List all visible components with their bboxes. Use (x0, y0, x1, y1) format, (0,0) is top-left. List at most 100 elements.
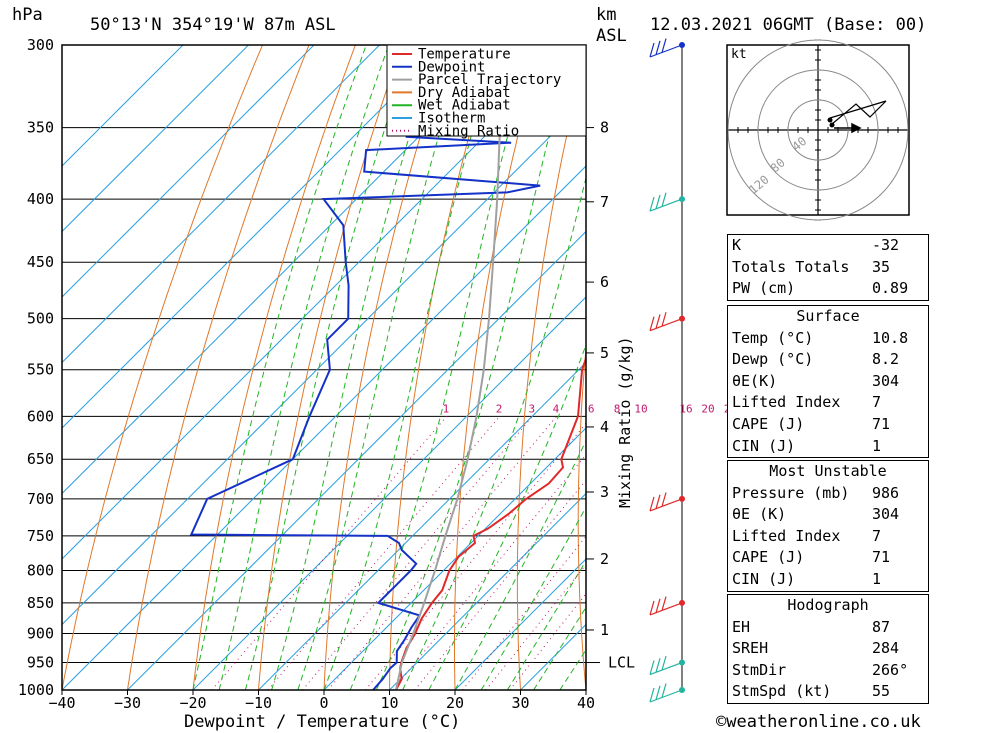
wind-barb-flag (649, 600, 655, 616)
temperature-tick-label: −10 (245, 694, 272, 712)
row-label: CAPE (J) (732, 548, 805, 567)
isotherm-line (389, 492, 586, 690)
dry-adiabat-line (637, 45, 680, 690)
row-label: Lifted Index (732, 393, 841, 412)
row-label: Dewp (°C) (732, 350, 814, 369)
wind-barb-flag (649, 196, 655, 212)
temperature-tick-label: 30 (511, 694, 529, 712)
row-value: 10.8 (872, 328, 909, 347)
table-row: SREH 284 (728, 638, 928, 660)
row-label: StmSpd (kt) (732, 682, 832, 701)
row-label: Temp (°C) (732, 328, 814, 347)
wind-barb-staff (649, 318, 683, 332)
legend-label: Dry Adiabat (418, 85, 511, 101)
table-row: CIN (J) 1 (728, 436, 928, 458)
x-axis-label: Dewpoint / Temperature (°C) (184, 712, 460, 732)
mixing-ratio-label: 16 (679, 402, 692, 415)
temperature-curve (395, 355, 586, 690)
mixing-ratio-line (327, 415, 557, 690)
mixing-ratio-line (302, 415, 533, 690)
wind-barb-flag (655, 658, 661, 673)
row-label: EH (732, 617, 751, 636)
table-row: K -32 (728, 235, 928, 257)
hodograph-unit: kt (731, 47, 747, 62)
chart-curves (189, 45, 586, 690)
temperature-tick-label: 20 (446, 694, 464, 712)
hodo-ring (787, 99, 849, 161)
credit: ©weatheronline.co.uk (716, 712, 921, 732)
wind-barb-flag (649, 687, 655, 703)
wind-barb-flag (661, 683, 667, 698)
wind-barb-staff (649, 689, 683, 703)
dry-adiabat-line (258, 45, 403, 690)
row-label: θE (K) (732, 505, 787, 524)
row-label: K (732, 236, 742, 254)
wet-adiabat-line (192, 45, 367, 690)
mixing-ratio-line (211, 415, 448, 690)
table-row: Totals Totals 35 (728, 257, 928, 279)
height-unit-label: km (596, 5, 616, 25)
table-title: Hodograph (787, 596, 869, 614)
hodo-ring (757, 69, 879, 191)
wind-barb-flag (661, 312, 667, 327)
table-row: CAPE (J) 71 (728, 547, 928, 569)
row-value: 71 (872, 548, 891, 567)
wet-adiabat-line (375, 45, 573, 690)
table-row: θE (K) 304 (728, 504, 928, 526)
wind-barb-flag (649, 42, 655, 58)
wet-adiabat-line (271, 45, 439, 690)
hodo-ring (727, 39, 909, 221)
isotherm-line (258, 361, 586, 690)
pressure-tick-label: 300 (27, 36, 54, 54)
temperature-tick-label: −20 (179, 694, 206, 712)
mixing-ratio-label: 8 (614, 402, 621, 415)
row-value: 1 (872, 569, 882, 588)
pressure-tick-label: 600 (27, 407, 54, 425)
pressure-tick-label: 900 (27, 625, 54, 643)
row-value: 304 (872, 371, 900, 390)
row-value: 8.2 (872, 350, 900, 369)
wind-barb-flag (649, 660, 655, 675)
mixing-ratio-label: 10 (634, 402, 647, 415)
pressure-tick-label: 350 (27, 119, 54, 137)
row-value: 0.89 (872, 279, 909, 298)
row-label: θE(K) (732, 371, 778, 390)
mixing-ratio-axis-label: Mixing Ratio (g/kg) (616, 336, 634, 508)
storm-motion-arrow (834, 122, 862, 134)
row-value: 87 (872, 617, 891, 636)
row-value: -32 (872, 236, 900, 254)
chart-axes: 3003504004505005506006507007508008509009… (18, 36, 635, 712)
row-label: StmDir (732, 660, 787, 679)
row-label: CIN (J) (732, 436, 796, 455)
isotherm-line (454, 558, 586, 690)
wet-adiabat-line (218, 45, 390, 690)
table-row: θE(K) 304 (728, 371, 928, 393)
wet-adiabat-line (402, 175, 586, 690)
wind-barb-staff (649, 602, 683, 616)
wind-barb-staff (649, 44, 683, 58)
height-unit-label-asl: ASL (596, 26, 627, 46)
surface-table: Surface Temp (°C) 10.8 Dewp (°C) 8.2 θE(K) 304… (727, 305, 929, 459)
temperature-tick-label: −30 (114, 694, 141, 712)
wind-barb-flag (661, 192, 667, 207)
dry-adiabat-line (957, 45, 1000, 690)
row-label: PW (cm) (732, 279, 796, 298)
dry-adiabat-line (127, 45, 310, 690)
wind-barb-flag (649, 316, 655, 331)
table-row: Dewp (°C) 8.2 (728, 349, 928, 371)
isotherm-line (62, 45, 380, 364)
row-label: Pressure (mb) (732, 483, 850, 502)
table-row: Lifted Index 7 (728, 392, 928, 414)
dry-adiabat-line (694, 45, 727, 690)
row-label: Lifted Index (732, 526, 841, 545)
wind-barb-flag (661, 596, 667, 611)
row-value: 284 (872, 639, 900, 658)
dry-adiabat-line (192, 45, 356, 690)
temperature-tick-label: 10 (380, 694, 398, 712)
mixing-ratio-line (392, 454, 586, 690)
legend-label: Mixing Ratio (418, 123, 519, 139)
table-row: StmDir 266° (728, 660, 928, 682)
